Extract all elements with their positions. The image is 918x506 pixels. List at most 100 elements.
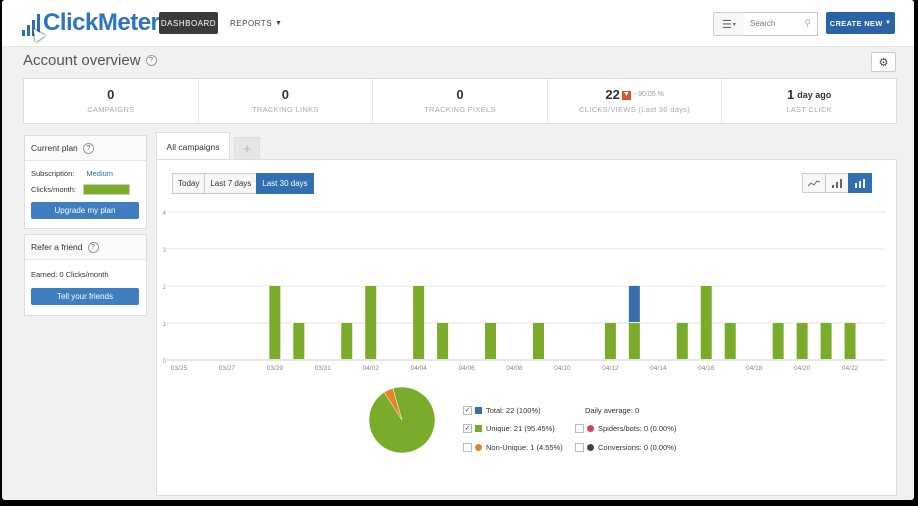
- legend-daily-average: Daily average: 0: [585, 406, 639, 415]
- x-tick-label: 04/12: [602, 365, 619, 372]
- nav-dashboard[interactable]: DASHBOARD: [159, 12, 218, 34]
- nav-reports-label: REPORTS: [230, 18, 273, 28]
- range-selector: Today Last 7 days Last 30 days: [172, 173, 314, 194]
- create-new-button[interactable]: CREATE NEW ▼: [826, 12, 895, 34]
- legend-swatch: [475, 425, 482, 432]
- legend-swatch: [587, 425, 594, 432]
- range-last-30-days[interactable]: Last 30 days: [256, 173, 314, 194]
- usage-bar: [83, 183, 131, 195]
- main-content: All campaigns + Today Last 7 days Last 3…: [156, 132, 897, 496]
- subscription-value[interactable]: Medium: [86, 168, 114, 178]
- checkbox-checked[interactable]: ✓: [463, 406, 472, 415]
- stat-tracking-links[interactable]: 0 TRACKING LINKS: [199, 79, 374, 123]
- earned-text: Earned: 0 Clicks/month: [31, 269, 109, 279]
- line-chart-icon: [808, 180, 820, 187]
- bar-unique-04-19: [772, 323, 784, 359]
- arrow-down-icon: ▼: [621, 90, 631, 100]
- logo-bars-icon: [22, 14, 46, 43]
- create-new-label: CREATE NEW: [829, 18, 883, 28]
- stat-tracking-pixels[interactable]: 0 TRACKING PIXELS: [373, 79, 548, 123]
- x-tick-label: 03/31: [315, 365, 332, 372]
- upgrade-plan-button[interactable]: Upgrade my plan: [31, 202, 139, 219]
- refer-friend-panel: Refer a friend ? Earned: 0 Clicks/month …: [24, 234, 147, 316]
- range-last-7-days[interactable]: Last 7 days: [204, 173, 258, 194]
- y-tick-label: 2: [163, 285, 167, 291]
- clicks-month-label: Clicks/month:: [31, 184, 77, 194]
- stat-value-row: 22 ▼ - 90.05 %: [605, 88, 663, 102]
- help-icon[interactable]: ?: [82, 142, 94, 154]
- stat-campaigns[interactable]: 0 CAMPAIGNS: [24, 79, 199, 123]
- settings-button[interactable]: ⚙: [871, 52, 896, 72]
- stacked-bar-chart-button[interactable]: [848, 173, 872, 193]
- bar-chart-icon: [832, 178, 842, 188]
- search-box: ⚲: [744, 12, 818, 36]
- page-title-text: Account overview: [23, 52, 141, 69]
- earned-row: Earned: 0 Clicks/month: [25, 265, 146, 283]
- x-tick-label: 04/22: [842, 365, 859, 372]
- x-tick-label: 04/08: [506, 365, 523, 372]
- search-input[interactable]: [744, 13, 802, 34]
- legend-total[interactable]: ✓ Total: 22 (100%): [463, 406, 541, 415]
- x-tick-label: 04/20: [794, 365, 811, 372]
- pie-slice-non-unique: [383, 388, 403, 421]
- bar-chart-button[interactable]: [825, 173, 849, 193]
- top-navbar: ClickMeter DASHBOARD REPORTS ▼ ☰▾ ⚲ CREA…: [2, 0, 914, 47]
- clicks-pie-chart: [368, 386, 436, 454]
- bar-unique-03-29: [269, 286, 281, 359]
- range-today[interactable]: Today: [172, 173, 206, 194]
- bar-unique-04-12: [604, 323, 616, 359]
- bar-unique-04-15: [676, 323, 688, 359]
- x-tick-label: 04/18: [746, 365, 763, 372]
- y-tick-label: 1: [163, 322, 167, 328]
- help-icon[interactable]: ?: [145, 55, 157, 66]
- stat-label: CAMPAIGNS: [87, 105, 135, 114]
- logo[interactable]: ClickMeter: [22, 8, 160, 43]
- gear-icon: ⚙: [878, 56, 889, 69]
- stat-label: CLICKS/VIEWS (Last 30 days): [579, 105, 691, 114]
- checkbox-unchecked[interactable]: [463, 443, 472, 452]
- chart-type-selector: [802, 173, 872, 193]
- bar-unique-04-02: [365, 286, 377, 359]
- nav-reports[interactable]: REPORTS ▼: [230, 12, 282, 34]
- x-tick-label: 04/06: [458, 365, 475, 372]
- stat-clicks-views[interactable]: 22 ▼ - 90.05 % CLICKS/VIEWS (Last 30 day…: [548, 79, 723, 123]
- panel-title: Refer a friend: [31, 242, 83, 252]
- panel-title: Current plan: [31, 143, 78, 153]
- page-title: Account overview ?: [23, 52, 157, 69]
- stat-label: LAST CLICK: [786, 105, 833, 114]
- legend-swatch: [475, 444, 482, 451]
- bar-non-unique-04-13: [628, 286, 640, 322]
- legend-non-unique[interactable]: Non-Unique: 1 (4.55%): [463, 443, 563, 452]
- line-chart-button[interactable]: [802, 173, 826, 193]
- caret-down-icon: ▼: [275, 19, 283, 27]
- panel-header: Refer a friend ?: [25, 235, 146, 260]
- checkbox-unchecked[interactable]: [575, 443, 584, 452]
- tab-all-campaigns[interactable]: All campaigns: [156, 132, 230, 161]
- legend-swatch: [587, 444, 594, 451]
- caret-down-icon: ▾: [732, 21, 736, 28]
- stat-last-click[interactable]: 1 day ago LAST CLICK: [722, 79, 896, 123]
- add-tab-button[interactable]: +: [234, 137, 260, 160]
- x-tick-label: 03/25: [171, 365, 188, 372]
- bar-unique-04-01: [341, 323, 353, 359]
- legend-spiders[interactable]: Spiders/bots: 0 (0.00%): [575, 424, 676, 433]
- plus-icon: +: [242, 140, 252, 158]
- checkbox-checked[interactable]: ✓: [463, 424, 472, 433]
- tell-friends-button[interactable]: Tell your friends: [31, 288, 139, 305]
- search-icon[interactable]: ⚲: [804, 18, 811, 28]
- usage-bar-fill: [84, 184, 130, 194]
- legend-conversions[interactable]: Conversions: 0 (0.00%): [575, 443, 676, 452]
- legend-swatch: [475, 407, 482, 414]
- checkbox-unchecked[interactable]: [575, 424, 584, 433]
- current-plan-panel: Current plan ? Subscription: Medium Clic…: [24, 135, 147, 229]
- stats-bar: 0 CAMPAIGNS 0 TRACKING LINKS 0 TRACKING …: [23, 78, 897, 124]
- subscription-label: Subscription:: [31, 168, 75, 178]
- stat-value: 22: [605, 87, 620, 102]
- help-icon[interactable]: ?: [87, 241, 99, 253]
- legend-unique[interactable]: ✓ Unique: 21 (95.45%): [463, 424, 555, 433]
- x-tick-label: 04/16: [698, 365, 715, 372]
- stat-value: 1: [787, 87, 795, 102]
- list-menu-button[interactable]: ☰ ▾: [713, 12, 745, 36]
- legend-unique-text: Unique: 21 (95.45%): [486, 424, 555, 433]
- bar-unique-04-21: [820, 323, 832, 359]
